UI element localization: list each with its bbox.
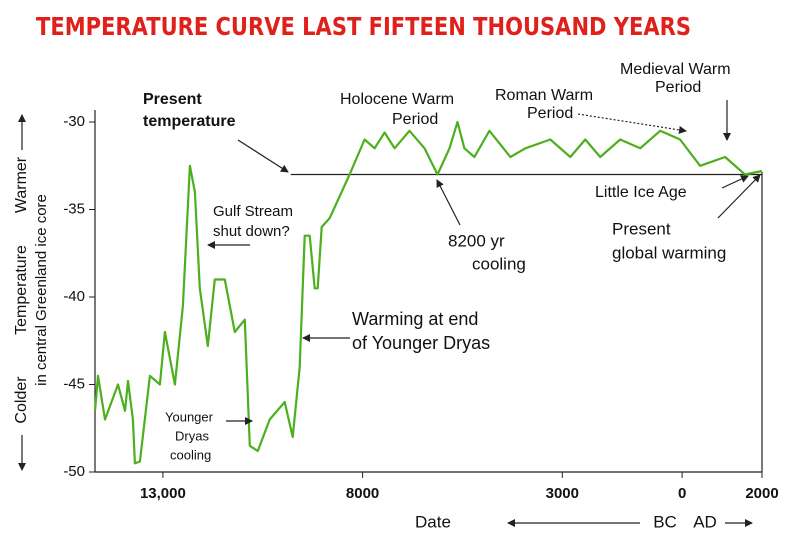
annotation: Roman Warm: [495, 87, 593, 104]
annotation-arrow: [721, 175, 749, 189]
y-axis-label-group: Temperature Colder Warmer in central Gre…: [13, 114, 50, 471]
annotation: Medieval Warm: [620, 61, 731, 78]
annotation: shut down?: [213, 223, 290, 240]
annotation: Period: [655, 79, 701, 96]
annotation: temperature: [143, 113, 236, 130]
annotation: Little Ice Age: [595, 184, 687, 201]
annotation: 8200 yr: [448, 231, 505, 250]
x-tick-label: 2000: [745, 485, 778, 502]
x-tick-label: 13,000: [140, 485, 186, 502]
annotation: Younger: [165, 409, 214, 424]
y-axis-label: in central Greenland ice core: [33, 194, 50, 386]
y-axis-end-label: Colder: [13, 376, 30, 424]
y-axis-end-label: Warmer: [13, 156, 30, 213]
annotation-arrow: [237, 139, 289, 173]
annotation: Warming at end: [352, 309, 478, 329]
x-tick-label: 8000: [346, 485, 379, 502]
chart-title: TEMPERATURE CURVE LAST FIFTEEN THOUSAND …: [36, 12, 691, 41]
annotation: Present: [143, 91, 202, 108]
y-tick-label: -35: [63, 200, 85, 217]
x-tick-label: 0: [678, 485, 686, 502]
annotation: Holocene Warm: [340, 91, 454, 108]
annotation: cooling: [170, 447, 211, 462]
annotation: Period: [392, 111, 438, 128]
y-tick-label: -40: [63, 288, 85, 305]
annotation: Dryas: [175, 428, 209, 443]
era-label: AD: [693, 512, 717, 531]
annotation: Period: [527, 105, 573, 122]
x-tick-label: 3000: [546, 485, 579, 502]
annotation-arrow: [436, 179, 461, 226]
annotation-arrow: [577, 113, 687, 134]
y-tick-label: -30: [63, 113, 85, 130]
annotation: Present: [612, 219, 671, 238]
annotation-arrow: [717, 174, 761, 219]
y-axis-label: Temperature: [13, 245, 30, 335]
annotation: of Younger Dryas: [352, 333, 490, 353]
annotation: cooling: [472, 254, 526, 273]
annotation: Gulf Stream: [213, 203, 293, 220]
series-line: [93, 120, 763, 465]
x-axis-label: Date: [415, 512, 451, 531]
y-tick-label: -45: [63, 375, 85, 392]
annotation: global warming: [612, 243, 726, 262]
y-tick-label: -50: [63, 463, 85, 480]
era-label: BC: [653, 512, 677, 531]
